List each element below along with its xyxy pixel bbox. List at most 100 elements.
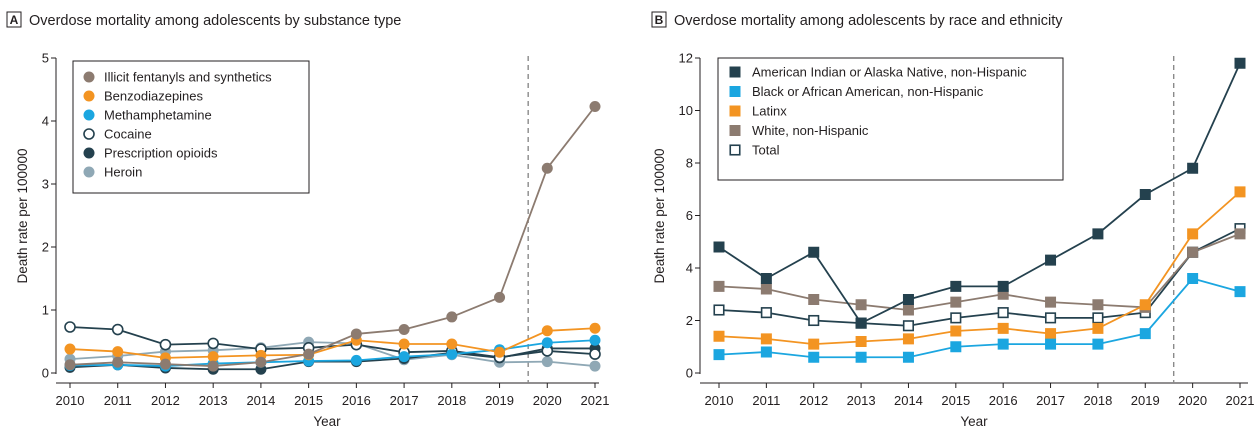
panel-a-legend-label: Cocaine bbox=[104, 127, 152, 142]
panel-b-point-american-indian-or-alaska-native-non-hispanic bbox=[997, 280, 1009, 292]
panel-b-y-tick-label: 12 bbox=[679, 51, 693, 66]
panel-b-point-black-or-african-american-non-hispanic bbox=[997, 338, 1009, 350]
panel-a-point-illicit-fentanyls-and-synthetics bbox=[303, 348, 315, 360]
panel-b-legend-marker-latinx bbox=[729, 105, 741, 117]
panel-b-series-line-latinx bbox=[718, 191, 1241, 346]
panel-b-point-black-or-african-american-non-hispanic bbox=[713, 349, 725, 361]
panel-b-point-american-indian-or-alaska-native-non-hispanic bbox=[855, 317, 867, 329]
panel-b-x-tick-label: 2011 bbox=[752, 393, 780, 408]
panel-a-y-tick-label: 4 bbox=[42, 114, 49, 129]
panel-b-point-total bbox=[997, 307, 1009, 319]
panel-b-point-white-non-hispanic bbox=[1234, 228, 1246, 240]
panel-b-point-white-non-hispanic bbox=[713, 280, 725, 292]
panel-b-point-total bbox=[1092, 312, 1104, 324]
panel-b-point-white-non-hispanic bbox=[997, 288, 1009, 300]
panel-a-x-tick-label: 2017 bbox=[390, 393, 419, 408]
panel-b-legend-label: Black or African American, non-Hispanic bbox=[752, 84, 984, 99]
panel-a-legend-marker-benzodiazepines bbox=[83, 90, 95, 102]
panel-a-series-line-heroin bbox=[69, 341, 596, 367]
panel-a-point-benzodiazepines bbox=[589, 322, 601, 334]
panel-a-title: Overdose mortality among adolescents by … bbox=[29, 13, 401, 29]
panel-a-point-methamphetamine bbox=[541, 337, 553, 349]
panel-b-legend-box bbox=[717, 57, 1064, 181]
panel-b-point-latinx bbox=[1092, 322, 1104, 334]
panel-a-y-axis-label: Death rate per 100000 bbox=[15, 148, 30, 283]
panel-a-letter: A bbox=[10, 13, 19, 27]
panel-a-point-benzodiazepines bbox=[446, 338, 458, 350]
panel-a-point-illicit-fentanyls-and-synthetics bbox=[64, 359, 76, 371]
panel-b-x-tick-label: 2015 bbox=[941, 393, 970, 408]
panel-b-legend-label: Latinx bbox=[752, 104, 787, 119]
panel-a-legend-box bbox=[72, 60, 310, 194]
panel-b-point-american-indian-or-alaska-native-non-hispanic bbox=[902, 294, 914, 305]
panel-b-point-latinx bbox=[855, 336, 867, 347]
panel-b-point-latinx bbox=[950, 325, 962, 337]
panel-a-point-illicit-fentanyls-and-synthetics bbox=[350, 328, 362, 340]
panel-b-point-american-indian-or-alaska-native-non-hispanic bbox=[760, 273, 772, 284]
panel-a-legend-marker-methamphetamine bbox=[83, 109, 95, 121]
panel-b-legend-label: American Indian or Alaska Native, non-Hi… bbox=[752, 65, 1027, 80]
panel-a-legend-marker-heroin bbox=[83, 166, 95, 178]
panel-b-x-tick-label: 2019 bbox=[1131, 393, 1160, 408]
panel-b-y-tick-label: 0 bbox=[686, 366, 693, 381]
panel-a-point-illicit-fentanyls-and-synthetics bbox=[541, 162, 553, 174]
panel-b-point-total bbox=[713, 304, 725, 316]
panel-b-point-black-or-african-american-non-hispanic bbox=[760, 346, 772, 358]
panel-a-point-illicit-fentanyls-and-synthetics bbox=[589, 101, 601, 113]
panel-b-point-total bbox=[760, 307, 772, 319]
panel-b-x-tick-label: 2014 bbox=[894, 393, 923, 408]
panel-b-point-latinx bbox=[902, 333, 914, 345]
panel-b-legend-marker-american-indian-or-alaska-native-non-hispanic bbox=[729, 66, 741, 78]
panel-a-y-tick-label: 2 bbox=[42, 240, 49, 255]
panel-a-point-methamphetamine bbox=[446, 348, 458, 360]
panel-b-title: Overdose mortality among adolescents by … bbox=[674, 13, 1063, 29]
panel-a-y-tick-label: 0 bbox=[42, 366, 49, 381]
panel-a-point-benzodiazepines bbox=[207, 351, 219, 363]
panel-a-y-tick-label: 5 bbox=[42, 51, 49, 66]
panel-a-point-methamphetamine bbox=[350, 354, 362, 366]
panel-b-point-black-or-african-american-non-hispanic bbox=[1234, 286, 1246, 298]
panel-a-x-tick-label: 2014 bbox=[246, 393, 275, 408]
panel-b-y-tick-label: 2 bbox=[686, 313, 693, 328]
panel-a-x-tick-label: 2011 bbox=[104, 393, 132, 408]
panel-a-point-illicit-fentanyls-and-synthetics bbox=[494, 291, 506, 303]
panel-a-point-cocaine bbox=[111, 323, 124, 336]
panel-a-point-illicit-fentanyls-and-synthetics bbox=[398, 324, 410, 336]
panel-b-legend-label: White, non-Hispanic bbox=[752, 123, 869, 138]
panel-b-point-american-indian-or-alaska-native-non-hispanic bbox=[713, 241, 725, 253]
panel-a-legend-label: Illicit fentanyls and synthetics bbox=[104, 70, 272, 85]
panel-a-point-benzodiazepines bbox=[541, 325, 553, 337]
panel-a-legend-marker-prescription-opioids bbox=[83, 147, 95, 159]
panel-b-y-tick-label: 6 bbox=[686, 208, 693, 223]
panel-b-point-latinx bbox=[1045, 328, 1057, 340]
panel-a-legend-marker-illicit-fentanyls-and-synthetics bbox=[83, 71, 95, 83]
panel-a-point-benzodiazepines bbox=[398, 338, 410, 350]
panel-b-point-white-non-hispanic bbox=[1092, 299, 1104, 311]
panel-b-point-total bbox=[950, 312, 962, 324]
panel-a-x-tick-label: 2012 bbox=[151, 393, 180, 408]
panel-b-point-black-or-african-american-non-hispanic bbox=[1045, 338, 1057, 350]
panel-b: B Overdose mortality among adolescents b… bbox=[651, 11, 1254, 429]
panel-b-series-line-american-indian-or-alaska-native-non-hispanic bbox=[718, 62, 1241, 325]
panel-b-y-tick-label: 10 bbox=[679, 103, 693, 118]
panel-a-x-tick-label: 2013 bbox=[199, 393, 228, 408]
panel-a-point-benzodiazepines bbox=[112, 346, 124, 358]
panel-b-point-latinx bbox=[1139, 299, 1151, 311]
panel-a-legend-label: Methamphetamine bbox=[104, 108, 212, 123]
panel-a-point-benzodiazepines bbox=[64, 343, 76, 355]
panel-b-point-white-non-hispanic bbox=[950, 296, 962, 308]
panel-b-x-tick-label: 2017 bbox=[1036, 393, 1065, 408]
panel-b-point-black-or-african-american-non-hispanic bbox=[1092, 338, 1104, 350]
panel-a-point-heroin bbox=[589, 360, 601, 372]
panel-a-point-cocaine bbox=[207, 337, 219, 350]
panel-b-series-line-white-non-hispanic bbox=[718, 233, 1241, 311]
panel-b-x-tick-label: 2016 bbox=[989, 393, 1018, 408]
panel-b-point-black-or-african-american-non-hispanic bbox=[1187, 273, 1199, 284]
panel-b-x-axis-label: Year bbox=[960, 414, 988, 429]
panel-b-point-american-indian-or-alaska-native-non-hispanic bbox=[1092, 228, 1104, 240]
panel-a-legend-label: Benzodiazepines bbox=[104, 89, 204, 104]
panel-b-point-american-indian-or-alaska-native-non-hispanic bbox=[1234, 57, 1246, 69]
panel-a-point-illicit-fentanyls-and-synthetics bbox=[255, 356, 267, 368]
